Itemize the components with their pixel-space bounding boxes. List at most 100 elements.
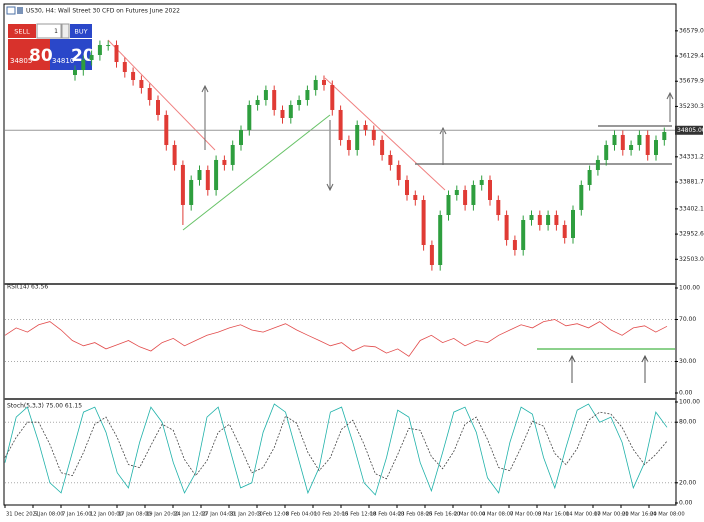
candle-body — [89, 54, 94, 60]
sell-label: SELL — [14, 28, 30, 36]
x-tick-label: 9 Mar 16:00 — [538, 512, 569, 518]
buy-button[interactable] — [70, 24, 92, 38]
candle-body — [147, 88, 152, 101]
x-tick-label: 7 Mar 00:00 — [510, 512, 541, 518]
trend-line — [324, 77, 446, 191]
x-tick-label: 12 Jan 00:00 — [90, 512, 123, 518]
candle-body — [222, 159, 227, 165]
arrow — [568, 354, 576, 383]
candle-body — [355, 124, 360, 150]
candle-body — [288, 104, 293, 118]
candle-body — [446, 195, 451, 216]
arrow — [641, 354, 649, 383]
candle-body — [230, 145, 235, 165]
arrow — [666, 91, 674, 122]
candle-body — [139, 79, 144, 89]
y-tick-label: 35230.36 — [679, 103, 704, 110]
y-tick-label: 20.00 — [679, 479, 696, 486]
y-tick-label: 34331.26 — [679, 153, 704, 160]
y-tick-label: 35679.91 — [679, 78, 704, 85]
candle-body — [637, 134, 642, 146]
y-tick-label: 32952.61 — [679, 231, 704, 238]
candle-body — [156, 100, 160, 115]
candle-body — [562, 224, 567, 238]
candle-body — [512, 240, 517, 250]
candle-body — [172, 145, 177, 165]
sell-price-box[interactable] — [8, 39, 50, 70]
candle-body — [405, 179, 409, 196]
candle-body — [421, 199, 426, 245]
candle-body — [272, 90, 277, 110]
y-tick-label: 80.00 — [679, 419, 696, 426]
y-tick-label: 0.00 — [679, 390, 693, 397]
y-tick-label: 70.00 — [679, 316, 696, 323]
x-tick-label: 23 Feb 08:00 — [398, 512, 432, 518]
chart-title: US30, H4: Wall Street 30 CFD on Futures … — [26, 8, 180, 15]
candle-body — [554, 215, 559, 225]
candle-body — [546, 215, 551, 225]
candle-body — [297, 100, 302, 105]
candle-body — [214, 159, 219, 191]
candle-body — [612, 134, 617, 146]
candle-body — [255, 100, 260, 105]
candle-body — [81, 59, 86, 71]
candle-body — [73, 70, 77, 76]
candle-body — [97, 45, 102, 55]
price-label: 34805.00 — [677, 127, 704, 134]
lot-spinner[interactable] — [61, 23, 70, 39]
x-tick-label: 17 Mar 00:00 — [594, 512, 629, 518]
candle-body — [338, 109, 343, 141]
candle-body — [454, 190, 459, 196]
candle-body — [662, 132, 667, 141]
x-tick-label: 2 Mar 00:00 — [454, 512, 485, 518]
buy-price: 34810 — [52, 57, 74, 65]
candle-body — [180, 164, 185, 205]
x-tick-label: 18 Feb 04:00 — [370, 512, 404, 518]
x-tick-label: 25 Feb 16:00 — [426, 512, 460, 518]
symbol-icon — [17, 7, 23, 14]
candle-body — [247, 104, 252, 130]
y-tick-label: 0.00 — [679, 500, 693, 507]
candle-body — [604, 145, 609, 160]
buy-label: BUY — [74, 28, 87, 36]
candle-body — [263, 90, 268, 101]
sell-button[interactable] — [8, 24, 36, 38]
price-label-box — [675, 125, 703, 135]
indicator-line — [4, 319, 668, 357]
candle-body — [521, 220, 526, 250]
candle-body — [388, 154, 393, 165]
x-tick-label: 10 Feb 20:00 — [314, 512, 348, 518]
candle-body — [106, 45, 111, 47]
candle-body — [313, 79, 318, 91]
x-tick-label: 21 Mar 16:00 — [622, 512, 657, 518]
x-tick-label: 19 Jan 20:00 — [146, 512, 179, 518]
sell-price-big: 80 — [29, 46, 53, 66]
x-tick-label: 7 Jan 16:00 — [62, 512, 92, 518]
candle-body — [629, 145, 634, 150]
candle-body — [463, 190, 468, 205]
x-tick-label: 17 Jan 08:00 — [118, 512, 151, 518]
candle-body — [189, 179, 194, 205]
trend-line — [107, 39, 216, 151]
candle-body — [396, 164, 401, 180]
x-tick-label: 15 Feb 12:00 — [342, 512, 376, 518]
candle-body — [239, 129, 243, 146]
lot-input[interactable] — [36, 23, 62, 39]
chart-frame — [3, 3, 677, 506]
candle-body — [620, 134, 625, 150]
candle-body — [330, 84, 335, 110]
candle-body — [579, 184, 584, 210]
candle-body — [571, 209, 575, 238]
candle-body — [280, 109, 285, 118]
x-tick-label: 27 Jan 04:00 — [202, 512, 235, 518]
x-tick-label: 14 Mar 00:00 — [566, 512, 601, 518]
candle-body — [654, 140, 658, 155]
x-tick-label: 31 Dec 2021 — [6, 512, 39, 518]
indicator-title: RSI(14) 63.56 — [7, 284, 48, 291]
indicator-title: Stoch(5,3,3) 75.00 61.15 — [7, 403, 82, 410]
x-tick-label: 4 Mar 08:00 — [482, 512, 513, 518]
y-tick-label: 32503.06 — [679, 256, 704, 263]
candle-body — [197, 170, 202, 180]
lot-value: 1 — [54, 28, 58, 35]
